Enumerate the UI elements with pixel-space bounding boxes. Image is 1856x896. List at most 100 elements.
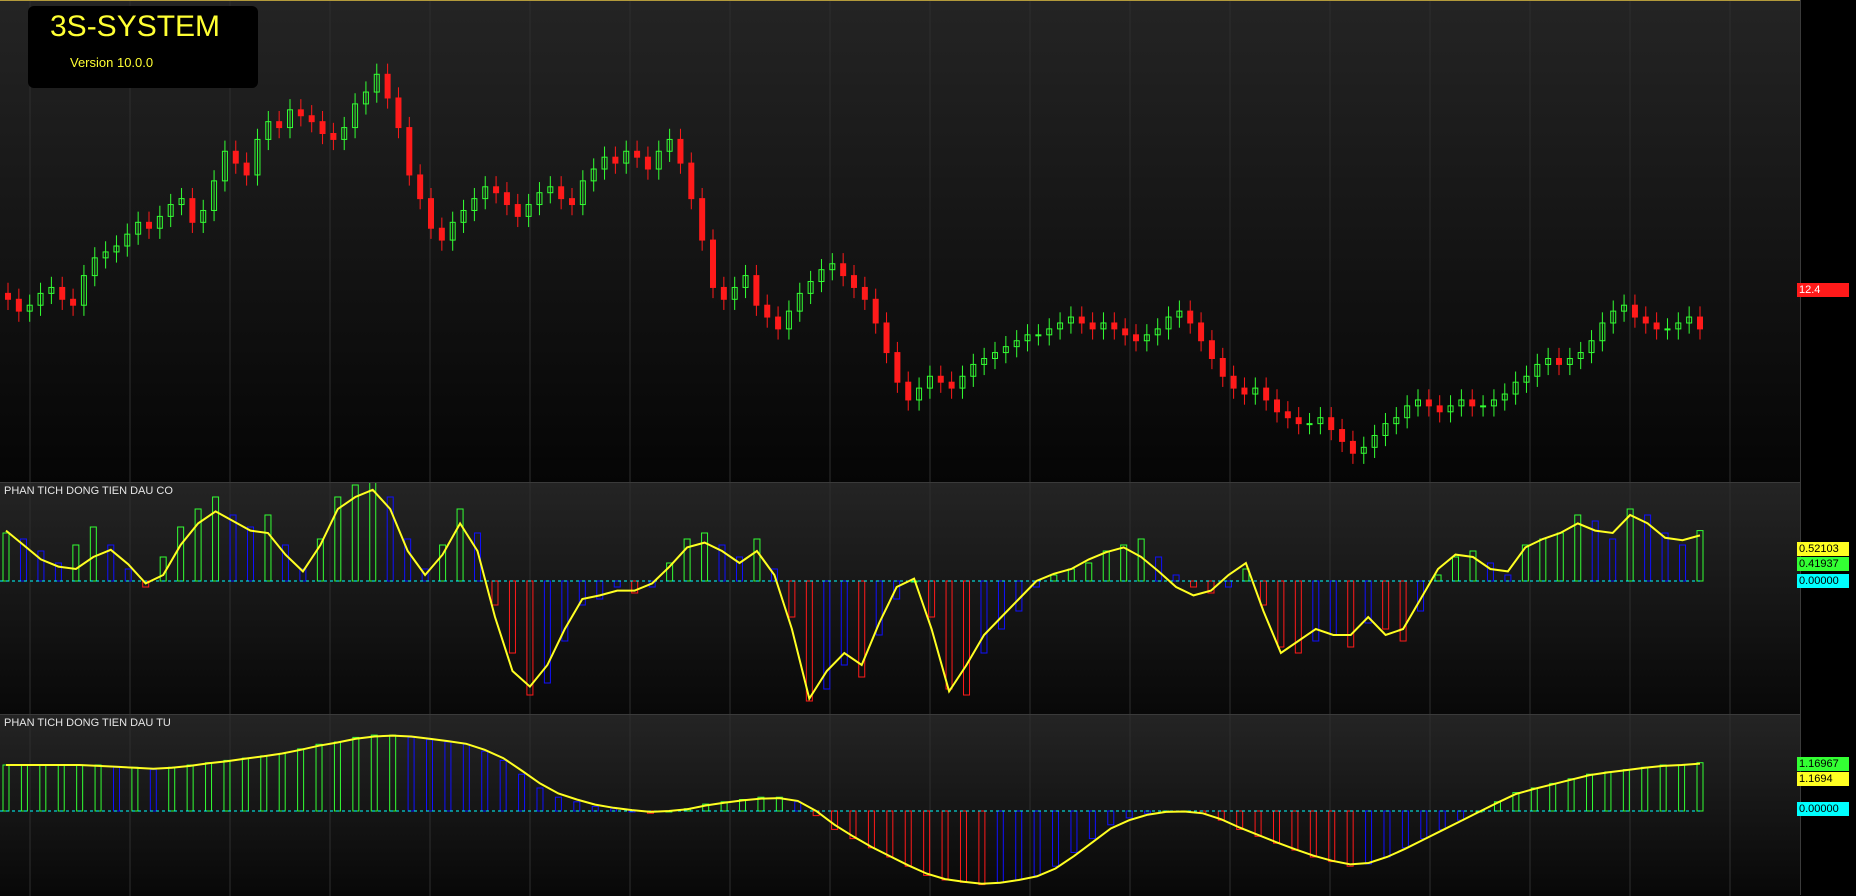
histogram-bar — [1382, 580, 1390, 630]
candle-body — [1686, 316, 1693, 324]
histogram-bar — [481, 750, 489, 812]
histogram-bar — [1224, 580, 1232, 588]
histogram-bar — [1120, 544, 1128, 582]
histogram-bar — [1125, 810, 1133, 819]
histogram-bar — [1679, 544, 1687, 582]
histogram-bar — [1678, 764, 1686, 812]
histogram-bar — [264, 514, 272, 582]
candle-body — [1100, 322, 1107, 330]
candle-body — [1317, 417, 1324, 425]
histogram-bar — [1312, 580, 1320, 642]
histogram-bar — [1549, 782, 1557, 812]
candle-body — [829, 263, 836, 271]
candle-body — [1675, 322, 1682, 330]
candle-body — [916, 387, 923, 401]
candle-body — [265, 121, 272, 140]
histogram-bar — [1273, 810, 1280, 844]
candle-body — [91, 257, 98, 277]
histogram-bar — [1033, 810, 1041, 876]
candle-body — [373, 73, 380, 93]
histogram-bar — [666, 562, 674, 582]
histogram-bar — [444, 741, 452, 812]
histogram-bar — [2, 532, 10, 582]
candle-body — [243, 162, 250, 176]
candle-body — [992, 352, 998, 360]
histogram-bar — [112, 766, 120, 812]
candle-body — [26, 304, 33, 312]
dau-tu-value-2: 1.1694 — [1797, 772, 1849, 786]
candle-body — [1002, 346, 1009, 354]
histogram-bar — [223, 759, 231, 812]
candle-body — [775, 316, 782, 330]
candle-body — [1154, 328, 1161, 336]
candle-body — [80, 275, 87, 306]
histogram-bar — [840, 580, 848, 666]
histogram-bar — [352, 736, 360, 812]
price-chart-pane[interactable]: 3S-SYSTEM Version 10.0.0 — [0, 0, 1800, 483]
histogram-bar — [683, 538, 691, 582]
candle-body — [1252, 387, 1259, 395]
candle-body — [579, 180, 586, 206]
candle-body — [59, 286, 66, 300]
histogram-bar — [997, 580, 1005, 630]
histogram-bar — [904, 810, 912, 867]
candle-body — [818, 269, 825, 283]
candle-body — [1241, 387, 1248, 395]
candle-body — [644, 156, 651, 170]
dau-tu-histogram[interactable] — [0, 715, 1800, 896]
histogram-bar — [1420, 810, 1428, 840]
candle-body — [1371, 434, 1378, 448]
logo-box: 3S-SYSTEM Version 10.0.0 — [28, 6, 258, 88]
histogram-bar — [456, 508, 464, 582]
dau-co-histogram[interactable] — [0, 483, 1800, 715]
histogram-bar — [1347, 580, 1355, 648]
candlestick-chart[interactable] — [0, 1, 1800, 483]
histogram-bar — [1067, 568, 1075, 582]
histogram-bar — [1277, 580, 1285, 648]
candle-body — [1545, 358, 1552, 365]
signal-line — [6, 734, 1701, 885]
histogram-bar — [474, 532, 482, 582]
candle-body — [710, 239, 716, 288]
last-price-tag: 12.4 — [1797, 283, 1849, 297]
histogram-bar — [980, 580, 988, 654]
histogram-bar — [1609, 538, 1617, 582]
dau-tu-scale[interactable]: 1.16967 1.1694 0.00000 — [1797, 714, 1856, 895]
histogram-bar — [1539, 538, 1547, 582]
histogram-bar — [1641, 766, 1649, 812]
histogram-bar — [229, 514, 237, 582]
candle-body — [851, 275, 857, 288]
candle-body — [1089, 322, 1096, 330]
histogram-bar — [978, 810, 986, 886]
candle-body — [428, 198, 434, 229]
price-scale[interactable]: 12.4 — [1797, 0, 1856, 482]
histogram-bar — [54, 562, 62, 582]
histogram-bar — [1659, 764, 1667, 812]
dau-tu-indicator-pane[interactable]: PHAN TICH DONG TIEN DAU TU — [0, 714, 1800, 896]
candle-body — [15, 298, 22, 312]
candle-body — [1274, 399, 1280, 413]
candle-body — [1642, 316, 1649, 324]
candle-body — [1415, 399, 1421, 407]
histogram-bar — [1015, 810, 1023, 881]
histogram-bar — [421, 568, 429, 582]
histogram-bar — [369, 483, 377, 582]
candle-body — [1339, 429, 1346, 442]
histogram-bar — [996, 810, 1004, 883]
dau-co-indicator-pane[interactable]: PHAN TICH DONG TIEN DAU CO — [0, 482, 1800, 715]
histogram-bar — [333, 741, 341, 812]
histogram-bar — [389, 734, 397, 812]
histogram-bar — [1574, 514, 1582, 582]
candle-body — [840, 263, 847, 277]
candle-body — [1078, 316, 1085, 324]
histogram-bar — [1309, 810, 1317, 858]
histogram-bar — [89, 526, 97, 582]
dau-co-scale[interactable]: 0.52103 0.41937 0.00000 — [1797, 482, 1856, 714]
histogram-bar — [923, 810, 931, 876]
histogram-bar — [1530, 787, 1538, 812]
histogram-bar — [241, 757, 249, 812]
candle-body — [276, 121, 283, 129]
histogram-bar — [491, 580, 499, 606]
histogram-bar — [260, 755, 268, 812]
candle-body — [1458, 399, 1465, 407]
